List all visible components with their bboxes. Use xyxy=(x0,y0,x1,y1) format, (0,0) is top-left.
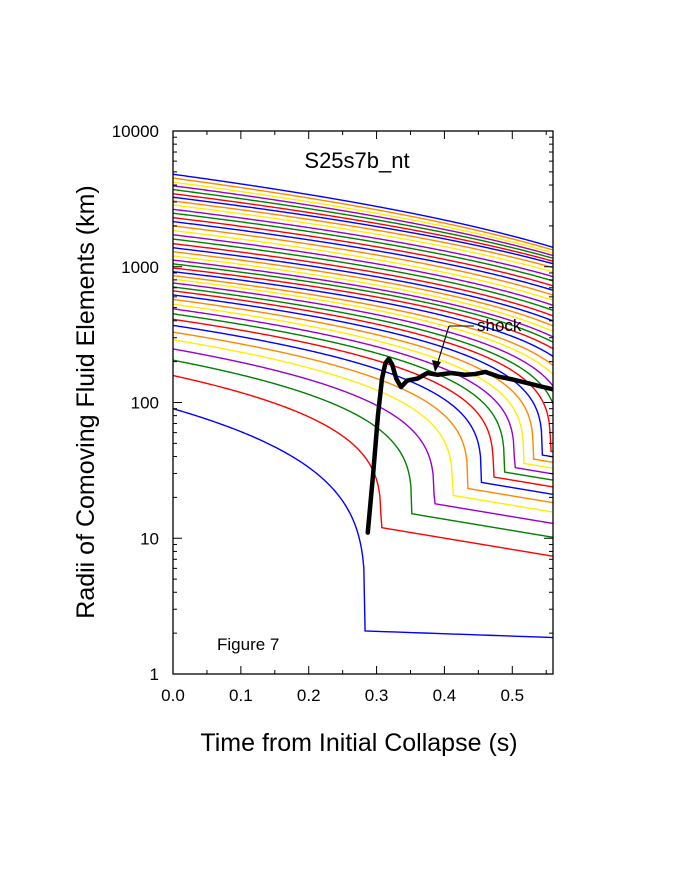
x-tick-label: 0.4 xyxy=(433,686,457,705)
x-tick-label: 0.0 xyxy=(161,686,185,705)
fluid-element-line xyxy=(173,255,553,333)
fluid-element-line xyxy=(173,278,553,376)
fluid-element-line xyxy=(173,270,553,358)
fluid-element-line xyxy=(173,216,553,287)
shock-arrow-head xyxy=(432,360,441,372)
fluid-element-line xyxy=(173,286,553,406)
fluid-element-line xyxy=(173,193,553,262)
x-tick-label: 0.2 xyxy=(297,686,321,705)
fluid-element-line xyxy=(173,188,553,260)
fluid-element-line xyxy=(173,196,553,265)
fluid-element-line xyxy=(173,229,553,302)
shock-layer xyxy=(365,356,553,535)
y-tick-label: 1 xyxy=(150,665,159,684)
chart-title: S25s7b_nt xyxy=(304,148,409,173)
y-tick-label: 10 xyxy=(140,529,159,548)
shock-annotation: shock xyxy=(477,316,522,335)
fluid-element-line xyxy=(173,220,553,292)
x-tick-label: 0.1 xyxy=(229,686,253,705)
fluid-element-line xyxy=(173,359,553,539)
y-axis-title: Radii of Comoving Fluid Elements (km) xyxy=(72,185,100,618)
fluid-element-line xyxy=(173,374,553,557)
figure-label: Figure 7 xyxy=(217,635,279,654)
fluid-element-line xyxy=(173,242,553,317)
y-tick-label: 10000 xyxy=(112,122,159,141)
fluid-element-line xyxy=(173,290,553,453)
fluid-element-line xyxy=(173,251,553,327)
fluid-element-line xyxy=(173,274,553,367)
fluid-element-line xyxy=(173,331,553,504)
fluid-element-line xyxy=(173,208,553,278)
x-tick-labels: 0.0 0.1 0.2 0.3 0.4 0.5 xyxy=(161,686,524,705)
fluid-element-line xyxy=(173,247,553,322)
fluid-element-line xyxy=(173,173,553,249)
fluid-element-line xyxy=(173,263,553,343)
fluid-element-line xyxy=(173,200,553,269)
fluid-element-line xyxy=(173,339,553,513)
fluid-element-line xyxy=(173,318,553,488)
fluid-element-line xyxy=(173,225,553,296)
shock-line xyxy=(365,356,553,535)
fluid-element-line xyxy=(173,238,553,312)
shock-arrow-line xyxy=(436,325,450,366)
x-tick-label: 0.3 xyxy=(365,686,389,705)
fluid-element-line xyxy=(173,313,553,481)
fluid-element-line xyxy=(173,408,553,639)
fluid-element-line xyxy=(173,259,553,338)
fluid-element-lines xyxy=(173,173,553,639)
fluid-element-line xyxy=(173,204,553,273)
fluid-element-line xyxy=(173,212,553,282)
fluid-element-line xyxy=(173,267,553,350)
axis-ticks xyxy=(172,130,553,675)
fluid-element-line xyxy=(173,303,553,469)
x-axis-title: Time from Initial Collapse (s) xyxy=(200,729,517,757)
fluid-element-line xyxy=(173,348,553,525)
fluid-element-line xyxy=(173,324,553,496)
fluid-element-line xyxy=(173,282,553,388)
fluid-element-line xyxy=(173,185,553,257)
x-tick-label: 0.5 xyxy=(500,686,524,705)
y-tick-label: 1000 xyxy=(121,258,159,277)
fluid-element-line xyxy=(173,177,553,251)
y-tick-label: 100 xyxy=(131,394,159,413)
y-tick-labels: 1 10 100 1000 10000 xyxy=(112,122,159,684)
fluid-element-line xyxy=(173,181,553,254)
fluid-element-line xyxy=(173,294,553,458)
fluid-element-line xyxy=(173,308,553,475)
fluid-element-line xyxy=(173,234,553,307)
